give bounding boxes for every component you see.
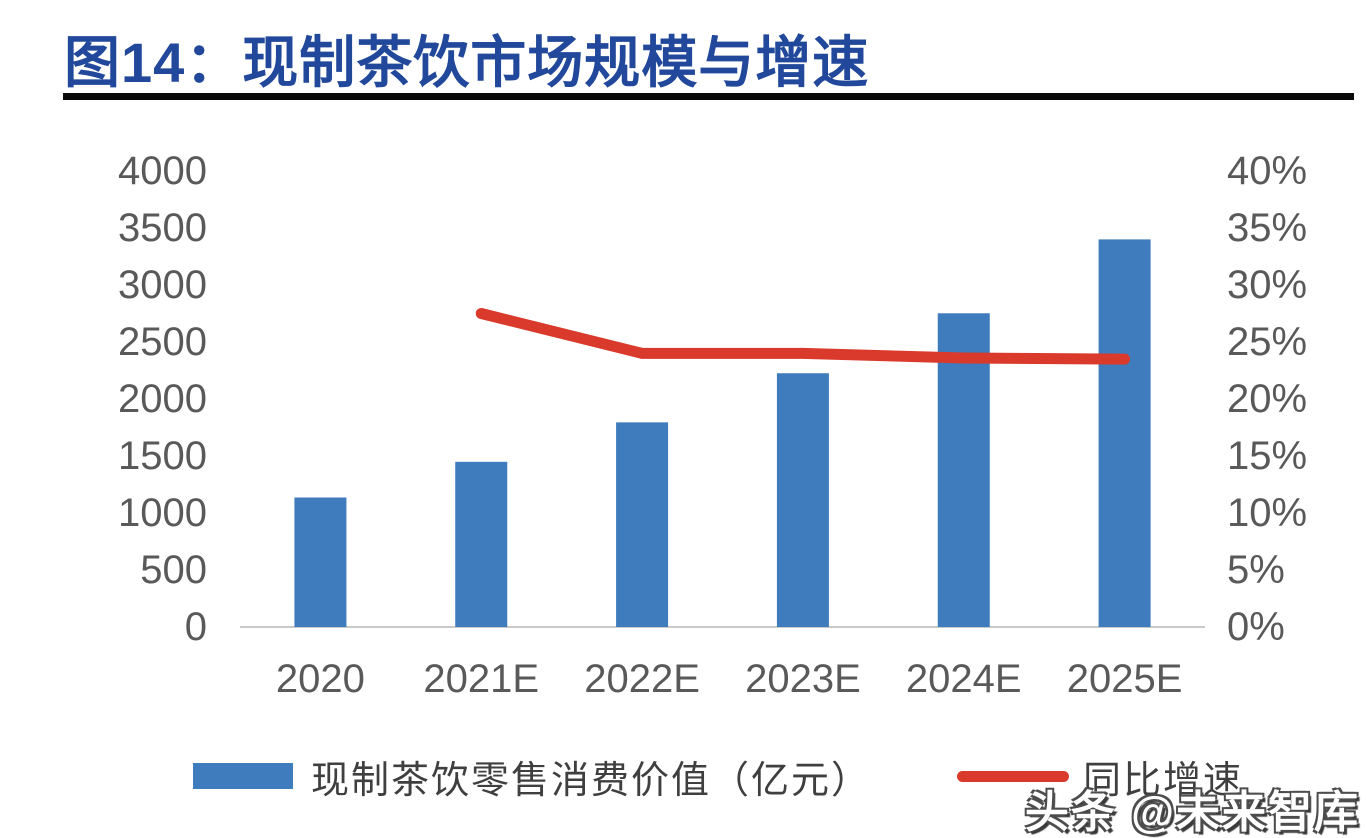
figure-title: 图14：现制茶饮市场规模与增速 <box>64 31 870 94</box>
right-axis-tick-label: 30% <box>1227 263 1307 307</box>
right-axis-tick-label: 0% <box>1227 605 1285 649</box>
legend-item-line-series: 同比增速 <box>957 750 1243 802</box>
bar-2025E <box>1098 239 1151 627</box>
right-axis-tick-label: 25% <box>1227 320 1307 364</box>
left-axis-tick-label: 2500 <box>118 320 207 364</box>
right-axis-tick-label: 20% <box>1227 377 1307 421</box>
bar-2020 <box>294 497 347 627</box>
line-series-label: 同比增速 <box>1083 759 1244 802</box>
left-axis-tick-label: 0 <box>185 605 207 649</box>
left-axis-tick-label: 3500 <box>118 206 207 250</box>
left-axis-tick-label: 500 <box>140 548 207 592</box>
right-axis-tick-label: 35% <box>1227 206 1307 250</box>
right-axis-tick-label: 15% <box>1227 434 1307 478</box>
right-axis-tick-label: 40% <box>1227 149 1307 193</box>
left-axis-tick-label: 4000 <box>118 149 207 193</box>
left-axis-tick-label: 2000 <box>118 377 207 421</box>
left-axis-tick-label: 3000 <box>118 263 207 307</box>
x-axis-label-2022E: 2022E <box>584 657 700 701</box>
x-axis-label-2024E: 2024E <box>906 657 1022 701</box>
bar-2023E <box>776 373 829 627</box>
x-axis-label-2020: 2020 <box>276 657 365 701</box>
line-series-swatch-icon <box>957 770 1069 782</box>
growth-rate-line <box>475 308 1131 365</box>
left-axis-tick-label: 1500 <box>118 434 207 478</box>
bar-2024E <box>937 313 990 627</box>
x-axis-label-2021E: 2021E <box>423 657 539 701</box>
legend-item-bar-series: 现制茶饮零售消费价值（亿元） <box>193 750 871 802</box>
title-underline-divider <box>63 93 1354 100</box>
bar-2021E <box>455 461 508 627</box>
watermark-text: 头条 @未来智库 <box>1024 788 1360 837</box>
x-axis-label-2023E: 2023E <box>745 657 861 701</box>
bar-series-label: 现制茶饮零售消费价值（亿元） <box>311 759 872 802</box>
bar-2022E <box>616 422 669 627</box>
right-axis-tick-label: 5% <box>1227 548 1285 592</box>
bar-series-swatch-icon <box>193 763 293 789</box>
right-axis-tick-label: 10% <box>1227 491 1307 535</box>
x-axis-label-2025E: 2025E <box>1067 657 1183 701</box>
left-axis-tick-label: 1000 <box>118 491 207 535</box>
